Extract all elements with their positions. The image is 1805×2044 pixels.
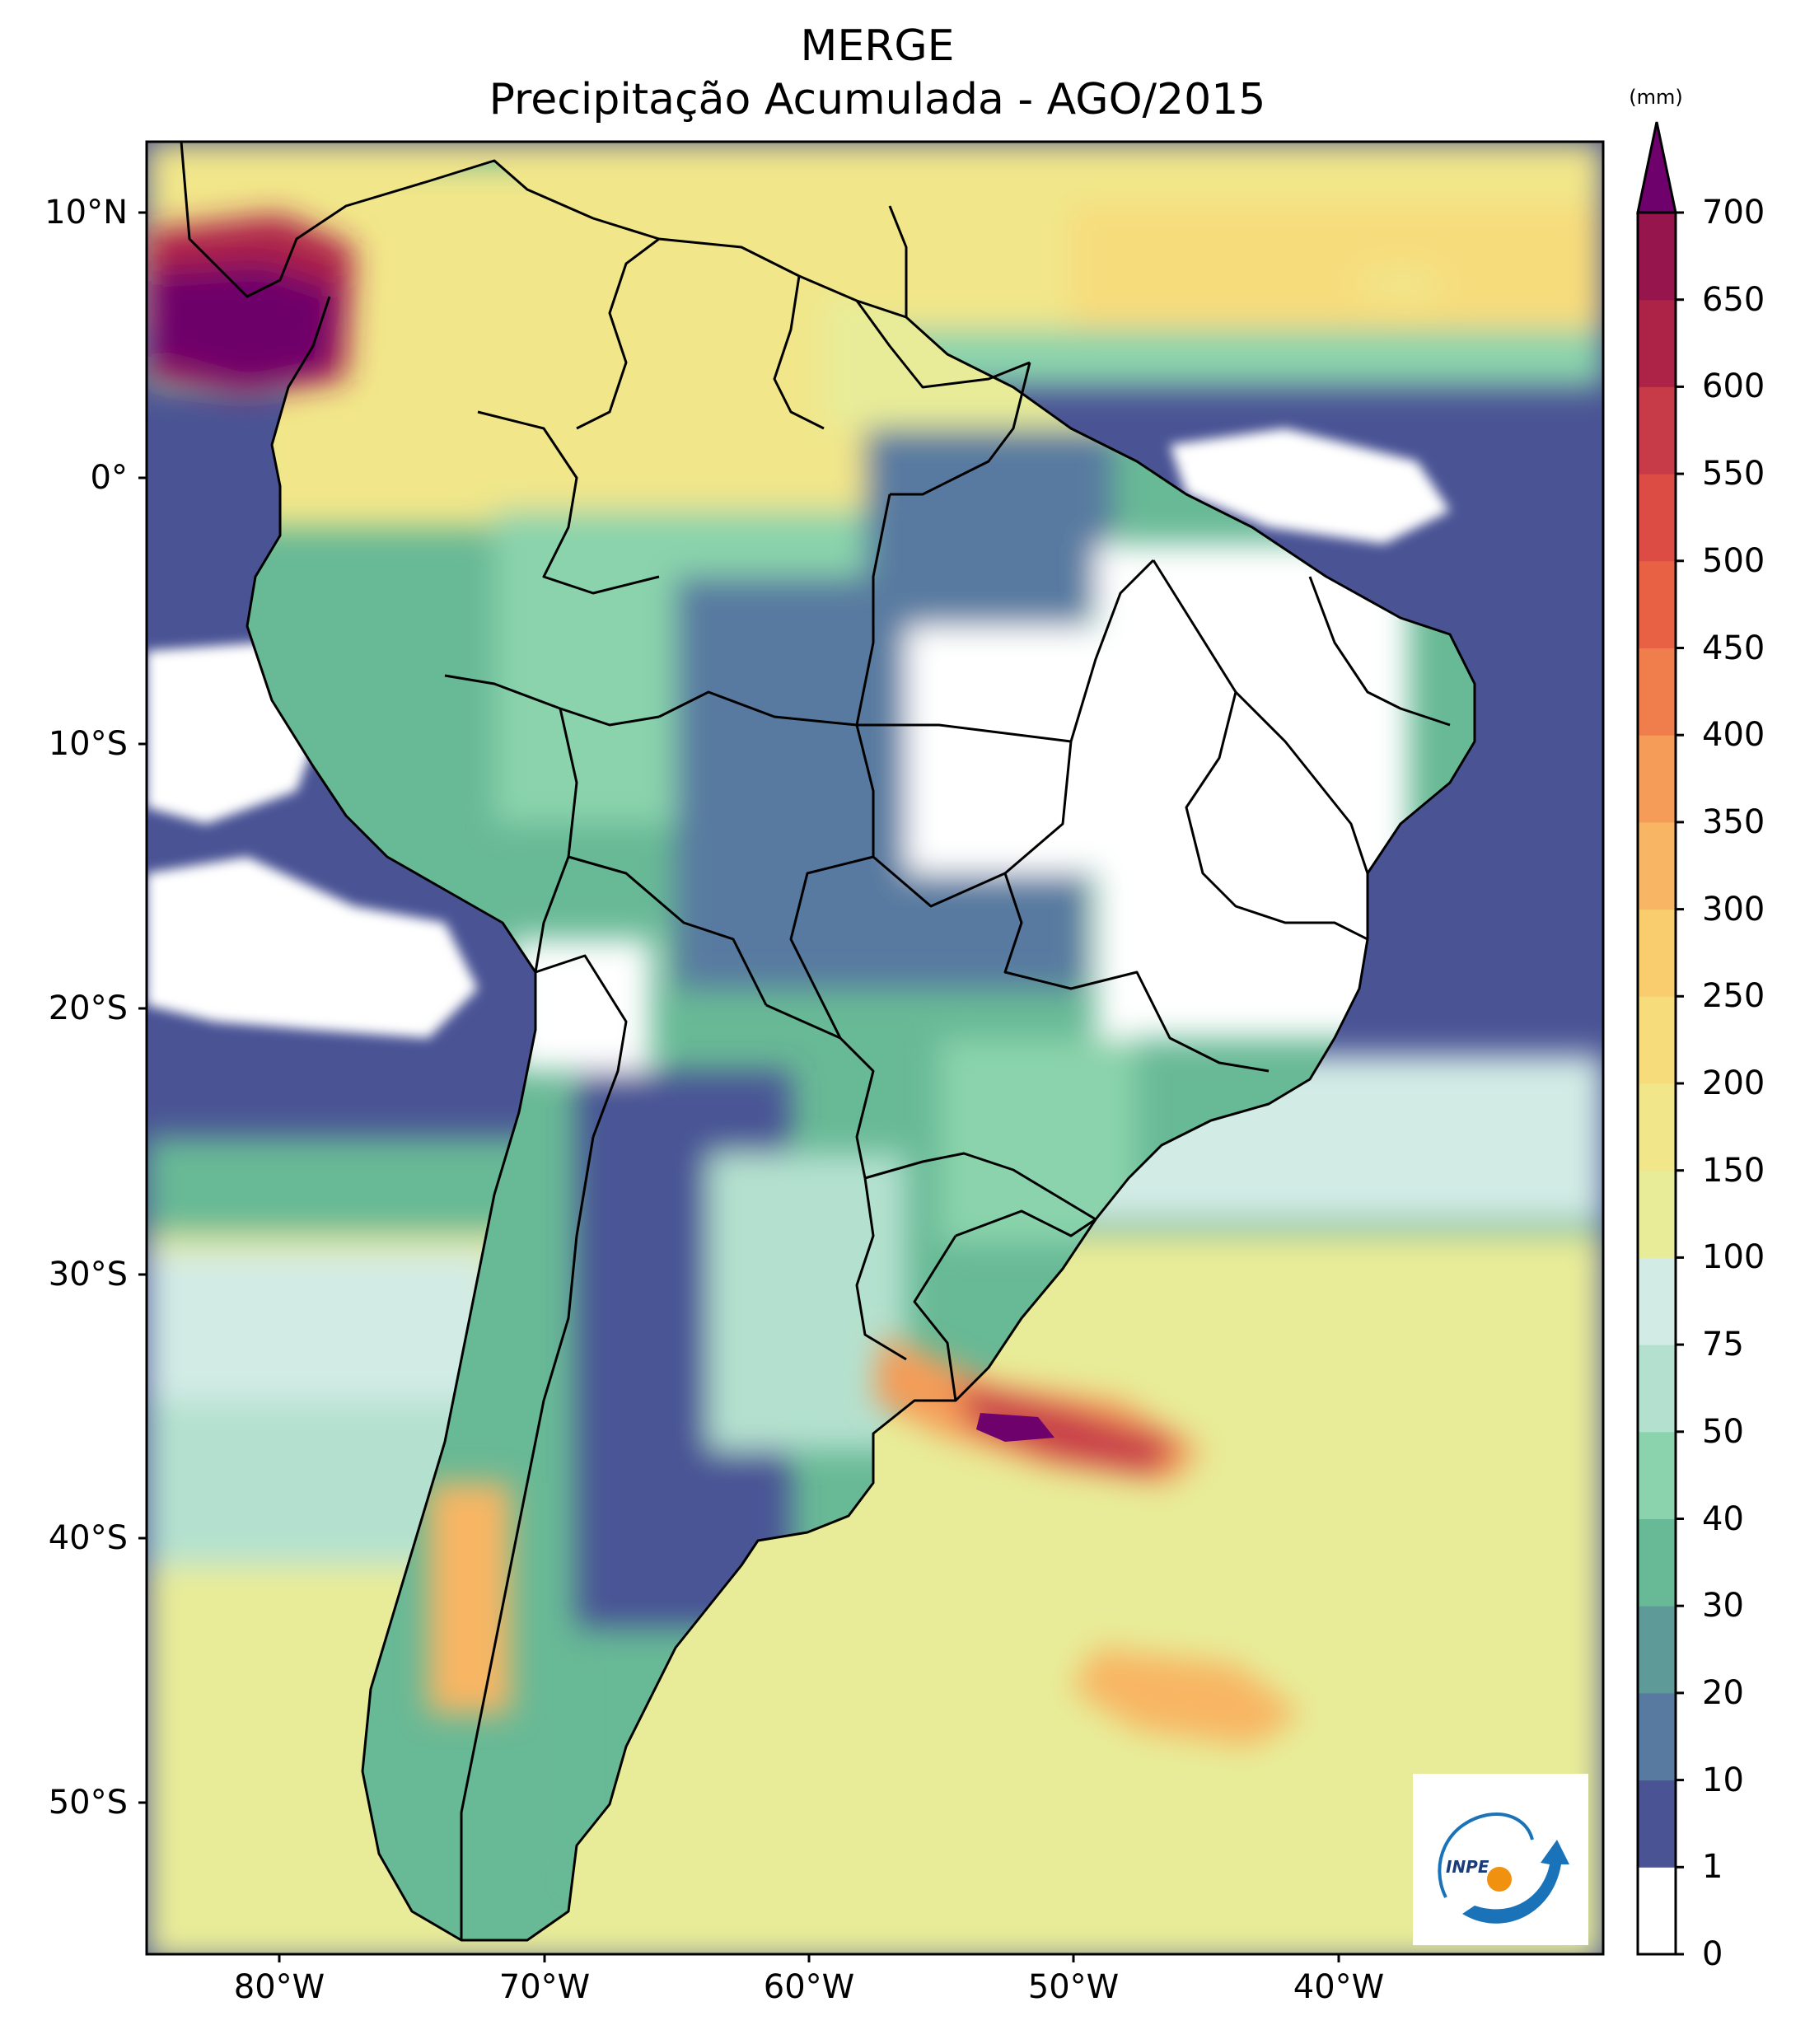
colorbar-tick-label: 450 xyxy=(1702,629,1765,667)
inpe-logo: INPE xyxy=(1413,1774,1588,1945)
map-title: MERGE xyxy=(800,21,955,71)
logo-text: INPE xyxy=(1446,1857,1489,1877)
colorbar-band xyxy=(1638,1170,1676,1258)
map-subtitle: Precipitação Acumulada - AGO/2015 xyxy=(489,75,1266,124)
colorbar-tick-label: 30 xyxy=(1702,1587,1744,1625)
colorbar-tick-label: 1 xyxy=(1702,1848,1723,1887)
lat-tick-label: 50°S xyxy=(48,1784,128,1822)
colorbar-band xyxy=(1638,474,1676,562)
colorbar-band xyxy=(1638,1257,1676,1345)
colorbar-band xyxy=(1638,1780,1676,1868)
colorbar-tick-label: 600 xyxy=(1702,367,1765,406)
lon-tick-label: 40°W xyxy=(1293,1968,1385,2006)
colorbar-band xyxy=(1638,1518,1676,1607)
inpe-logo-icon: INPE xyxy=(1438,1812,1569,1924)
colorbar-band xyxy=(1638,1431,1676,1519)
colorbar-band xyxy=(1638,821,1676,910)
colorbar-band xyxy=(1638,1867,1676,1955)
lat-tick-label: 20°S xyxy=(48,989,128,1027)
colorbar-band xyxy=(1638,1606,1676,1694)
colorbar-tick-label: 350 xyxy=(1702,802,1765,841)
colorbar-tick-label: 300 xyxy=(1702,890,1765,928)
colorbar-band xyxy=(1638,648,1676,736)
colorbar-tick-label: 550 xyxy=(1702,455,1765,493)
colorbar-tick-label: 500 xyxy=(1702,541,1765,580)
colorbar-band xyxy=(1638,299,1676,387)
colorbar-band xyxy=(1638,735,1676,823)
colorbar xyxy=(1636,121,1684,1956)
colorbar-tick-label: 75 xyxy=(1702,1326,1744,1364)
lon-tick-label: 60°W xyxy=(763,1968,855,2006)
colorbar-tick-label: 250 xyxy=(1702,977,1765,1016)
colorbar-tick-label: 10 xyxy=(1702,1761,1744,1799)
colorbar-tick-label: 150 xyxy=(1702,1151,1765,1190)
extreme-precip-core xyxy=(976,1413,1054,1442)
lon-tick-label: 70°W xyxy=(498,1968,591,2006)
colorbar-tick-label: 650 xyxy=(1702,280,1765,319)
lat-tick-label: 10°S xyxy=(48,725,128,763)
colorbar-band xyxy=(1638,1345,1676,1433)
lat-tick-label: 0° xyxy=(90,459,128,497)
colorbar-tick-label: 200 xyxy=(1702,1064,1765,1102)
colorbar-tick-label: 0 xyxy=(1702,1935,1723,1973)
map-frame xyxy=(145,140,1605,1956)
borders xyxy=(180,142,1476,1942)
axis-ticks xyxy=(138,211,1340,1962)
colorbar-band xyxy=(1638,996,1676,1084)
dry-ocean-areas xyxy=(147,428,1450,1038)
lat-tick-label: 40°S xyxy=(48,1519,128,1557)
colorbar-tick-label: 40 xyxy=(1702,1499,1744,1538)
colorbar-tick-label: 100 xyxy=(1702,1238,1765,1277)
colorbar-band xyxy=(1638,1692,1676,1781)
heavy-precip-cores xyxy=(147,214,1450,1747)
map-plot-area xyxy=(147,142,1603,1954)
colorbar-band xyxy=(1638,560,1676,648)
colorbar-extend-arrow xyxy=(1636,121,1677,214)
colorbar-tick-label: 20 xyxy=(1702,1673,1744,1712)
colorbar-tick-label: 50 xyxy=(1702,1412,1744,1451)
colorbar-tick-label: 400 xyxy=(1702,716,1765,755)
lat-tick-label: 10°N xyxy=(44,194,128,232)
lon-tick-label: 80°W xyxy=(233,1968,325,2006)
lon-tick-label: 50°W xyxy=(1027,1968,1120,2006)
colorbar-band xyxy=(1638,909,1676,997)
lat-tick-label: 30°S xyxy=(48,1256,128,1293)
colorbar-unit-label: (mm) xyxy=(1629,86,1683,109)
colorbar-band xyxy=(1638,213,1676,301)
colorbar-band xyxy=(1638,1083,1676,1172)
colorbar-tick-label: 700 xyxy=(1702,194,1765,232)
colorbar-band xyxy=(1638,386,1676,475)
